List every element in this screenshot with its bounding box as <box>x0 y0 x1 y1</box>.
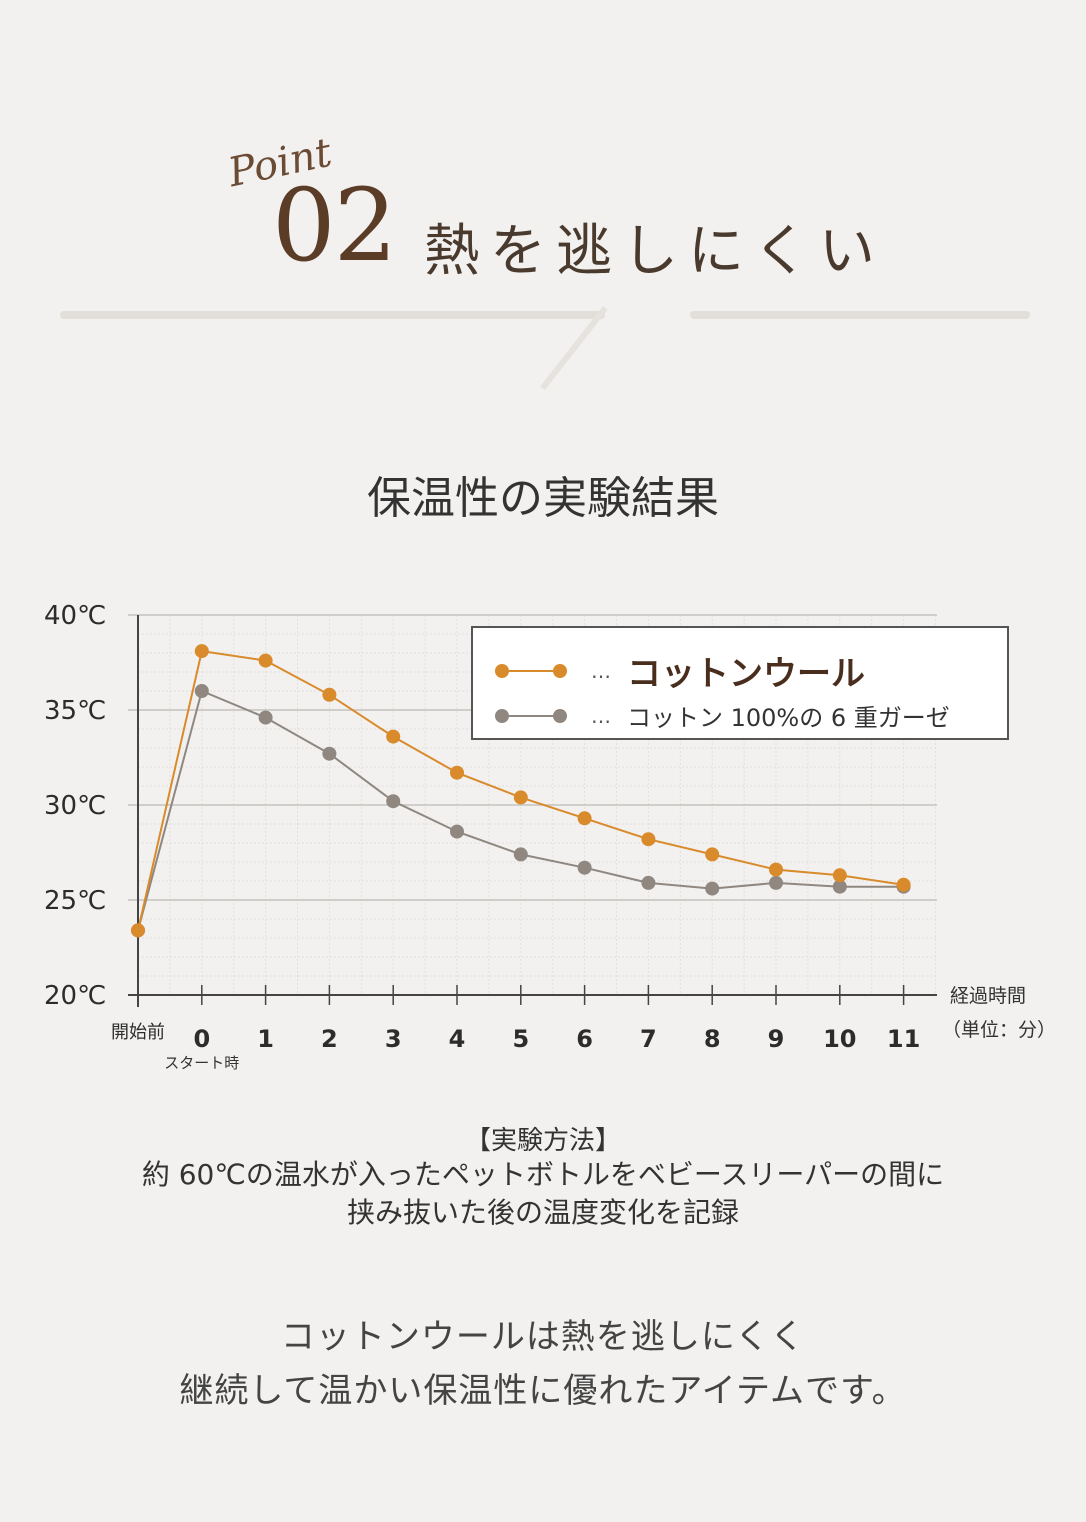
x-axis-label: 経過時間 <box>950 985 1026 1007</box>
data-point-cotton-wool <box>577 811 592 826</box>
point-number: 02 <box>272 167 397 284</box>
legend-swatch-cotton-wool <box>495 663 567 678</box>
x-tick-label: 2 <box>321 1025 338 1053</box>
data-point-gauze <box>450 824 464 839</box>
x-tick-label: 9 <box>768 1025 785 1053</box>
y-tick-label: 35℃ <box>44 696 106 726</box>
data-point-cotton-wool <box>386 729 401 744</box>
x-tick-label: 10 <box>823 1025 856 1053</box>
data-point-gauze <box>769 875 783 890</box>
data-point-gauze <box>832 879 847 894</box>
method-description: 約 60℃の温水が入ったペットボトルをベビースリーパーの間に 挟み抜いた後の温度… <box>0 1156 1086 1232</box>
y-tick-label: 25℃ <box>44 886 106 916</box>
data-point-cotton-wool <box>450 765 464 780</box>
data-point-gauze <box>194 684 209 698</box>
x-tick-label: 5 <box>512 1025 529 1053</box>
data-point-cotton-wool <box>769 862 783 877</box>
legend-separator: … <box>591 703 611 728</box>
headline: 熱を逃しにくい <box>424 219 885 284</box>
x-tick-label: 7 <box>640 1025 657 1053</box>
data-point-gauze <box>386 794 401 809</box>
divider-left <box>60 311 605 319</box>
data-point-gauze <box>258 710 273 725</box>
x-tick-label: 3 <box>385 1025 402 1053</box>
x-tick-label: 6 <box>576 1025 593 1053</box>
data-point-gauze <box>513 847 528 862</box>
data-point-cotton-wool <box>705 847 720 862</box>
summary-text: コットンウールは熱を逃しにくく 継続して温かい保温性に優れたアイテムです。 <box>0 1310 1086 1418</box>
y-tick-label: 20℃ <box>44 981 106 1011</box>
legend-item-gauze: … コットン 100%の 6 重ガーゼ <box>495 698 950 733</box>
method-line-1: 約 60℃の温水が入ったペットボトルをベビースリーパーの間に <box>141 1158 945 1191</box>
data-point-gauze <box>322 746 337 761</box>
chart-legend: … コットンウール … コットン 100%の 6 重ガーゼ <box>471 626 1009 740</box>
legend-label-cotton-wool: コットンウール <box>627 654 865 694</box>
legend-separator: … <box>591 658 611 683</box>
legend-item-cotton-wool: … コットンウール <box>495 646 865 695</box>
data-point-gauze <box>641 875 656 890</box>
data-point-cotton-wool <box>832 868 847 883</box>
x-tick-label: 1 <box>257 1025 274 1053</box>
legend-swatch-gauze <box>495 708 567 723</box>
data-point-cotton-wool <box>131 923 145 938</box>
x-tick-label: 8 <box>704 1025 721 1053</box>
data-point-cotton-wool <box>513 790 528 805</box>
data-point-cotton-wool <box>896 877 911 892</box>
x-axis-unit: （単位：分） <box>942 1019 1056 1041</box>
method-heading: 【実験方法】 <box>464 1126 621 1156</box>
x-tick-label: 開始前 <box>111 1022 165 1043</box>
data-point-gauze <box>577 860 592 875</box>
x-tick-sublabel: スタート時 <box>164 1054 239 1072</box>
data-point-cotton-wool <box>258 653 273 668</box>
data-point-cotton-wool <box>322 687 337 702</box>
y-tick-label: 40℃ <box>44 601 106 631</box>
data-point-cotton-wool <box>194 644 209 659</box>
divider-right <box>690 311 1030 319</box>
x-tick-label: 4 <box>449 1025 466 1053</box>
method-line-2: 挟み抜いた後の温度変化を記録 <box>346 1196 739 1229</box>
data-point-gauze <box>705 881 720 896</box>
x-tick-label: 0 <box>193 1025 210 1053</box>
summary-line-2: 継続して温かい保温性に優れたアイテムです。 <box>179 1371 907 1411</box>
chart-title: 保温性の実験結果 <box>367 473 719 524</box>
legend-label-gauze: コットン 100%の 6 重ガーゼ <box>627 704 950 732</box>
x-tick-label: 11 <box>887 1025 920 1053</box>
y-tick-label: 30℃ <box>44 791 106 821</box>
summary-line-1: コットンウールは熱を逃しにくく <box>280 1317 806 1357</box>
data-point-cotton-wool <box>641 832 656 847</box>
